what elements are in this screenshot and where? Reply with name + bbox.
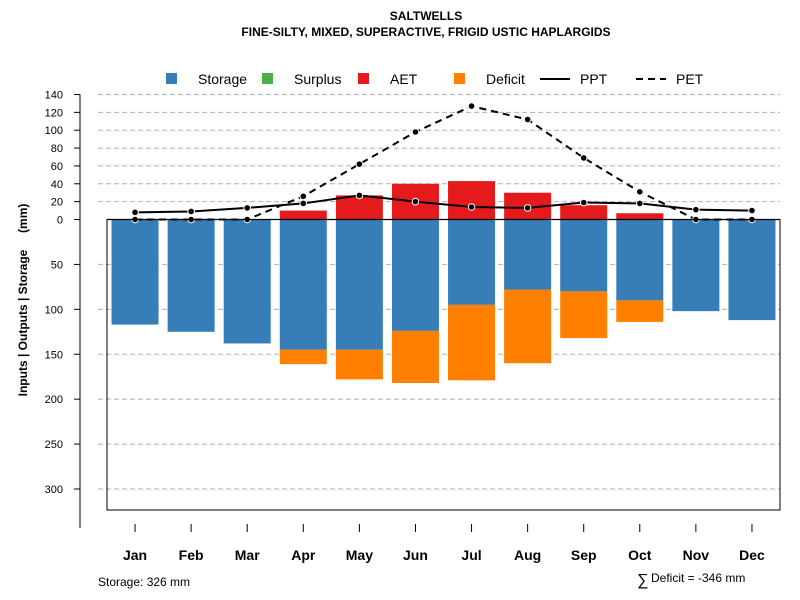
y-tick-label: 150 <box>45 349 63 361</box>
legend-label-ppt: PPT <box>580 71 608 87</box>
ppt-point <box>523 204 532 212</box>
legend: Storage Surplus AET Deficit PPT PET <box>166 71 704 87</box>
legend-label-aet: AET <box>390 71 418 87</box>
pet-point <box>467 102 476 110</box>
pet-point <box>579 154 588 162</box>
bar-aet <box>448 181 496 220</box>
deficit-note: Deficit = -346 mm <box>651 571 745 585</box>
ppt-point <box>467 203 476 211</box>
ppt-point <box>635 199 644 208</box>
storage-note: Storage: 326 mm <box>98 575 190 589</box>
x-tick-label: Jul <box>461 547 481 563</box>
pet-line <box>135 105 752 221</box>
ppt-point <box>243 204 252 212</box>
bar-aet <box>616 213 664 220</box>
bar-deficit <box>560 291 608 339</box>
legend-label-surplus: Surplus <box>294 71 341 87</box>
bar-aet <box>560 205 608 220</box>
bar-aet <box>335 195 383 220</box>
bar-storage <box>223 219 271 344</box>
y-tick-label: 250 <box>45 439 63 451</box>
bar-storage <box>391 219 439 331</box>
y-tick-label: 300 <box>45 484 63 496</box>
bar-storage <box>167 219 215 332</box>
bar-storage <box>616 219 664 301</box>
bar-deficit <box>279 349 327 365</box>
legend-label-storage: Storage <box>198 71 247 87</box>
chart-title: SALTWELLS <box>390 9 462 23</box>
x-tick-label: May <box>346 547 373 563</box>
bar-deficit <box>504 289 552 364</box>
ppt-point <box>411 197 420 206</box>
x-tick-label: Jan <box>123 547 147 563</box>
x-tick-label: Nov <box>683 547 710 563</box>
ppt-point <box>131 208 139 217</box>
pet-point <box>355 160 364 168</box>
chart-subtitle: FINE-SILTY, MIXED, SUPERACTIVE, FRIGID U… <box>241 25 610 39</box>
y-tick-label: 100 <box>45 304 63 316</box>
bar-deficit <box>391 330 439 383</box>
y-tick-label: 20 <box>51 197 63 209</box>
y-tick-label: 0 <box>57 215 63 227</box>
pet-point <box>523 115 532 124</box>
y-axis-label: Inputs | Outputs | Storage (mm) <box>16 204 30 397</box>
bar-storage <box>335 219 383 350</box>
x-tick-label: Aug <box>514 547 541 563</box>
y-tick-label: 50 <box>51 259 63 271</box>
y-tick-label: 140 <box>45 90 63 102</box>
legend-swatch-surplus <box>262 73 273 84</box>
x-tick-label: Oct <box>628 547 652 563</box>
series-lines <box>131 102 756 224</box>
y-tick-label: 40 <box>51 179 63 191</box>
axes: 0 20 40 60 80 100 120 140 50 100 150 200 250 300 Jan Fe… <box>45 90 781 563</box>
x-tick-label: Jun <box>403 547 428 563</box>
ppt-point <box>692 205 700 214</box>
bar-storage <box>111 219 159 325</box>
bar-deficit <box>616 300 664 322</box>
x-tick-label: Dec <box>739 547 765 563</box>
x-tick-label: Apr <box>291 547 316 563</box>
bar-storage <box>448 219 496 305</box>
legend-swatch-aet <box>358 73 369 84</box>
ppt-point <box>748 206 756 215</box>
ppt-point <box>355 191 364 200</box>
x-tick-label: Sep <box>571 547 597 563</box>
bar-storage <box>279 219 327 350</box>
bar-storage <box>504 219 552 290</box>
deficit-symbol: ∑ <box>637 572 648 589</box>
x-tick-label: Feb <box>179 547 204 563</box>
bar-storage <box>728 219 776 321</box>
legend-label-deficit: Deficit <box>486 71 525 87</box>
ppt-point <box>299 199 308 208</box>
bar-deficit <box>448 304 496 381</box>
bar-storage <box>560 219 608 292</box>
legend-swatch-deficit <box>454 73 465 84</box>
pet-point <box>299 192 308 201</box>
ppt-point <box>579 198 588 207</box>
x-tick-label: Mar <box>235 547 260 563</box>
ppt-line <box>135 194 752 214</box>
bar-aet <box>279 210 327 220</box>
y-tick-label: 120 <box>45 107 63 119</box>
bar-deficit <box>335 349 383 380</box>
bar-storage <box>672 219 720 312</box>
pet-point <box>411 128 420 136</box>
legend-swatch-storage <box>166 73 177 84</box>
legend-label-pet: PET <box>676 71 704 87</box>
y-tick-label: 80 <box>51 143 63 155</box>
ppt-point <box>187 207 195 216</box>
y-tick-label: 60 <box>51 161 63 173</box>
bars <box>111 181 776 383</box>
y-tick-label: 200 <box>45 394 63 406</box>
pet-point <box>635 188 644 196</box>
y-tick-label: 100 <box>45 125 63 137</box>
